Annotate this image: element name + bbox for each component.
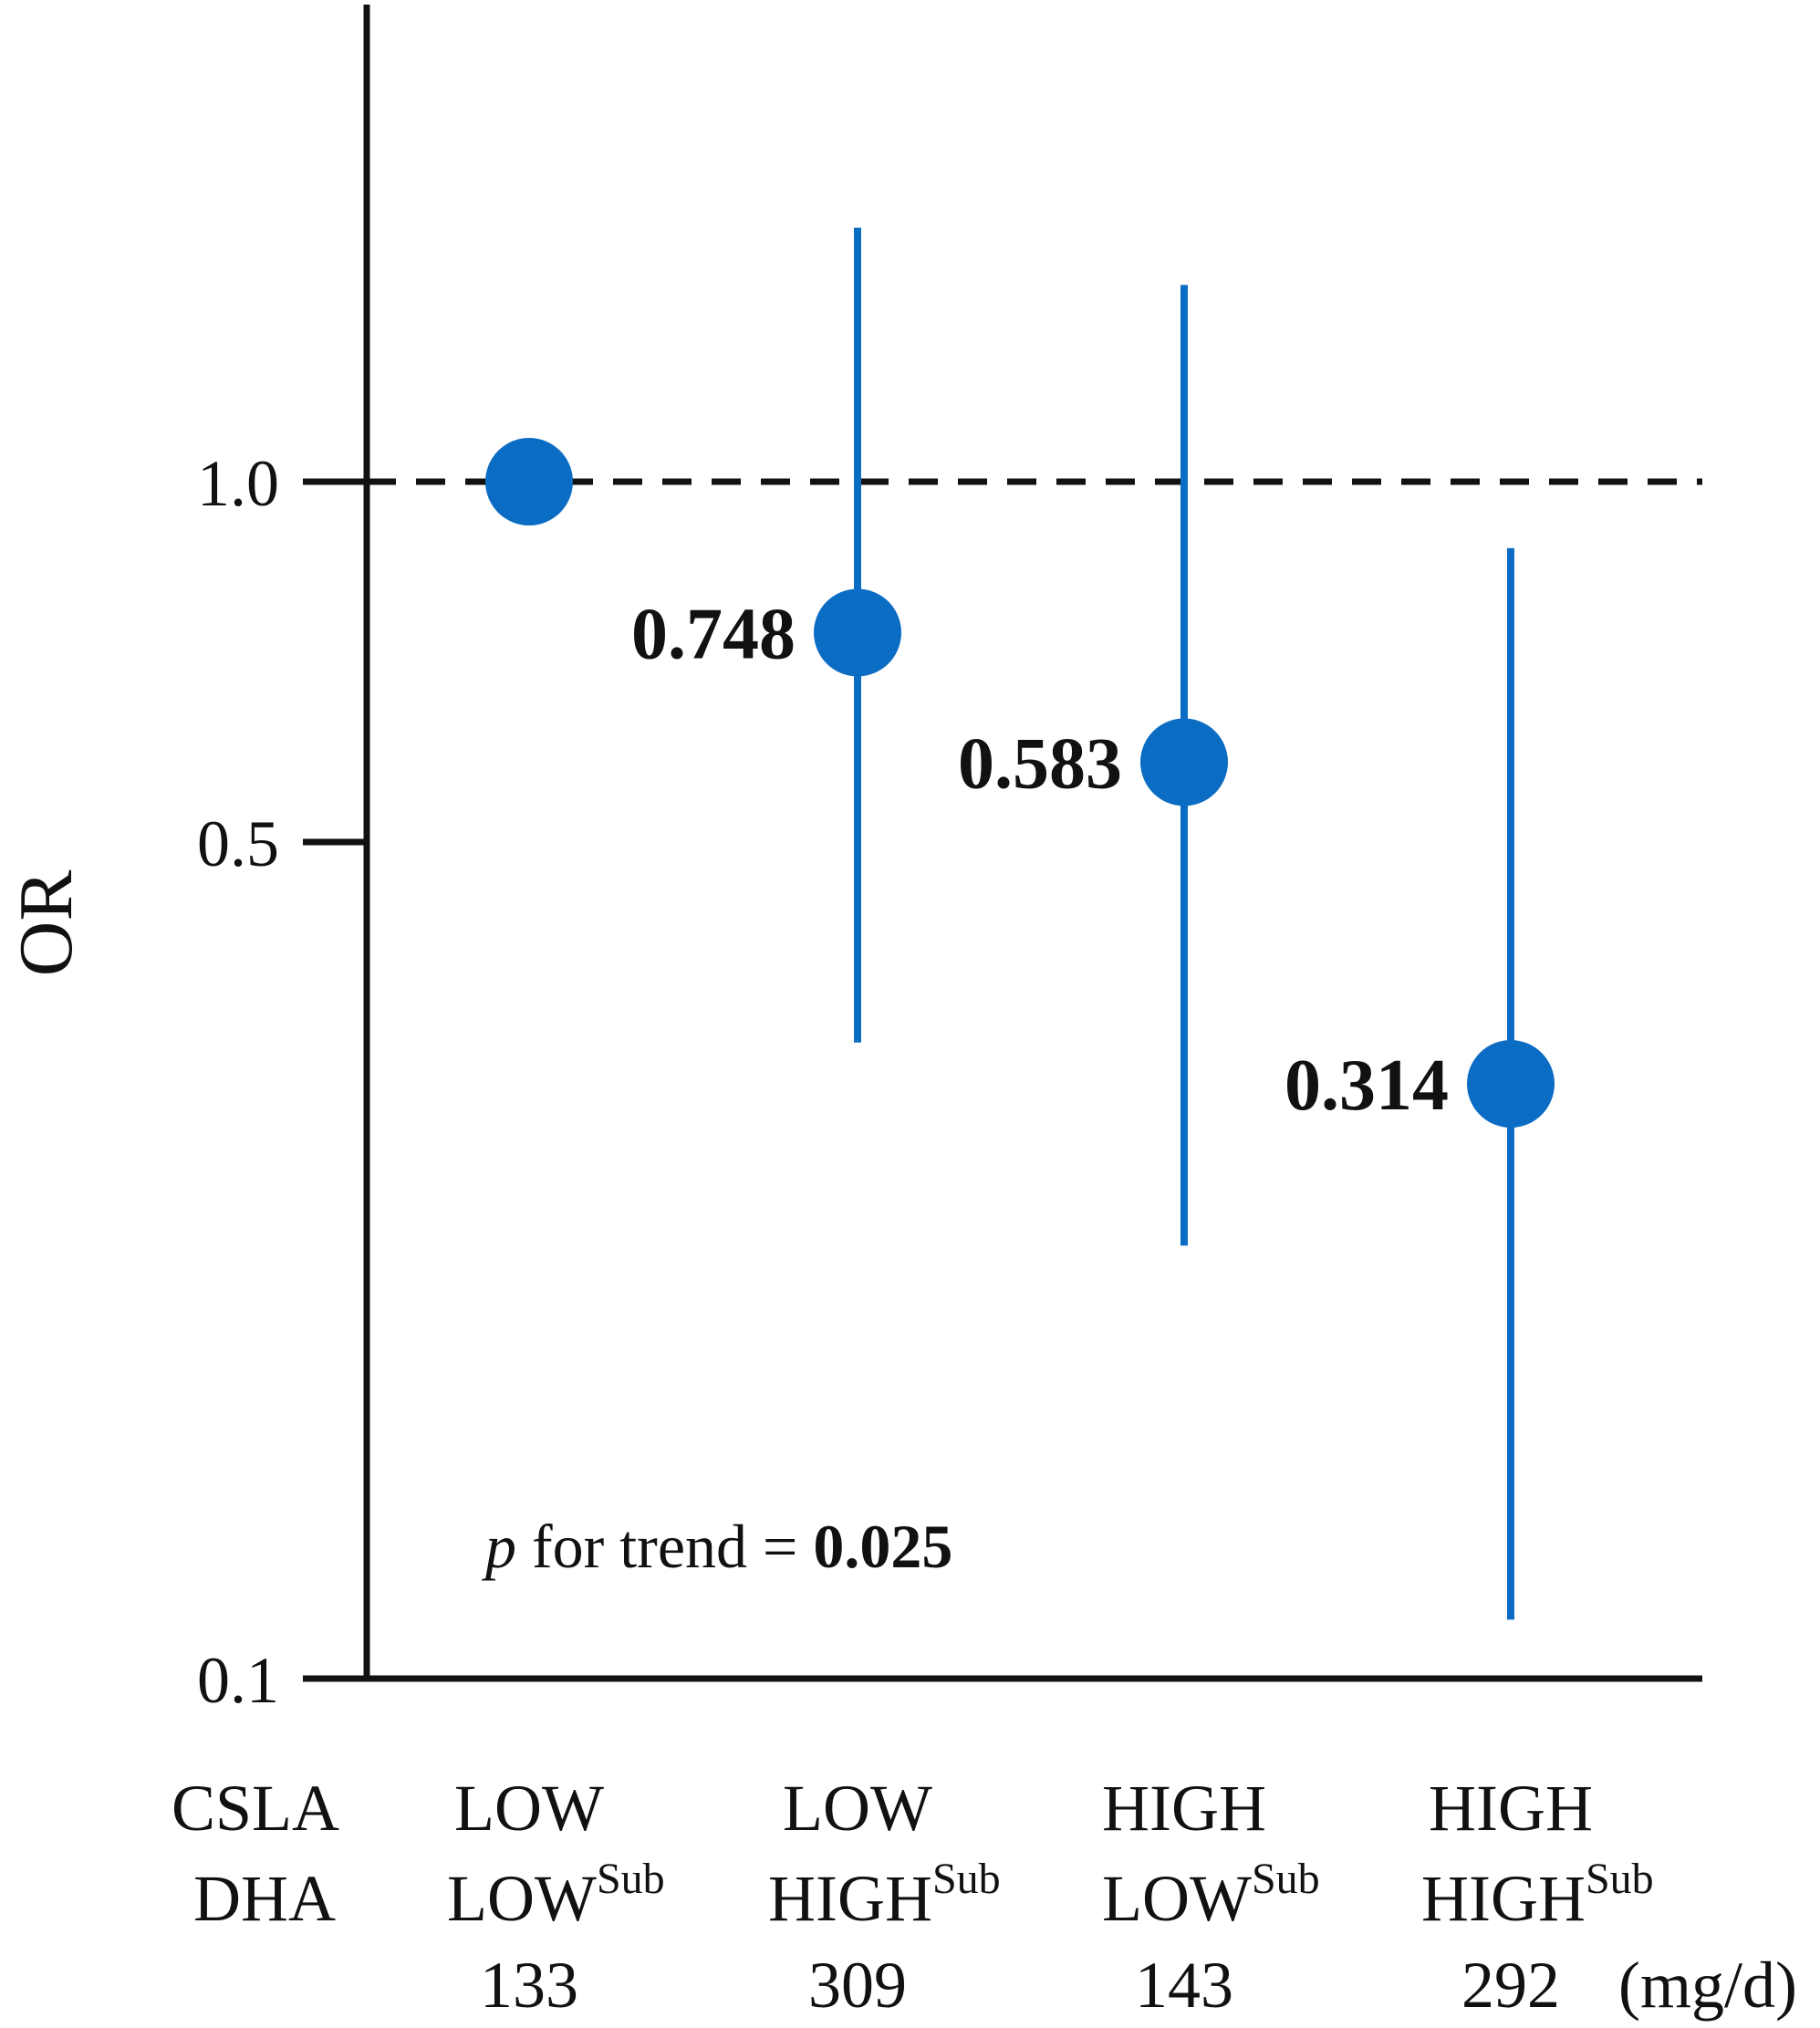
dha-value-0: 133 <box>480 1949 578 2022</box>
p-trend-value: 0.025 <box>813 1512 952 1581</box>
y-axis-title: OR <box>4 870 88 977</box>
data-label-3: 0.314 <box>1284 1045 1449 1126</box>
sub-marker-0: Sub <box>597 1855 665 1903</box>
csla-label-0: LOW <box>454 1772 604 1845</box>
p-trend-annotation: p for trend = 0.025 <box>482 1512 952 1581</box>
sub-marker-1: Sub <box>932 1855 1001 1903</box>
y-tick-label-0: 1.0 <box>197 447 279 520</box>
row-label-dha: DHA <box>193 1862 336 1935</box>
data-marks: 0.748 0.583 0.314 <box>485 227 1555 1620</box>
data-label-2: 0.583 <box>958 723 1122 804</box>
dha-value-2: 143 <box>1135 1949 1233 2022</box>
csla-label-3: HIGH <box>1429 1772 1593 1845</box>
y-tick-label-1: 0.5 <box>197 807 279 880</box>
p-trend-text: for trend = <box>516 1512 813 1581</box>
unit-label: (mg/d) <box>1618 1949 1797 2022</box>
x-category-labels: LOWLOWSub133LOWHIGHSub309HIGHLOWSub143HI… <box>447 1772 1654 2022</box>
y-ticks: 1.0 0.5 0.1 <box>197 447 367 1717</box>
dha-label-0: LOWSub <box>447 1855 665 1935</box>
sub-marker-2: Sub <box>1252 1855 1320 1903</box>
p-symbol: p <box>482 1512 516 1581</box>
sub-marker-3: Sub <box>1586 1855 1654 1903</box>
point-2 <box>1140 718 1228 806</box>
y-tick-label-2: 0.1 <box>197 1644 279 1717</box>
point-0 <box>485 438 573 525</box>
dha-label-2: LOWSub <box>1102 1855 1320 1935</box>
row-label-csla: CSLA <box>172 1772 339 1845</box>
dha-value-1: 309 <box>808 1949 907 2022</box>
dha-label-1: HIGHSub <box>768 1855 1001 1935</box>
dha-value-3: 292 <box>1461 1949 1560 2022</box>
dha-label-3: HIGHSub <box>1421 1855 1654 1935</box>
point-1 <box>814 588 901 677</box>
csla-label-1: LOW <box>783 1772 932 1845</box>
data-label-1: 0.748 <box>631 594 796 674</box>
csla-label-2: HIGH <box>1102 1772 1266 1845</box>
point-3 <box>1467 1040 1555 1128</box>
